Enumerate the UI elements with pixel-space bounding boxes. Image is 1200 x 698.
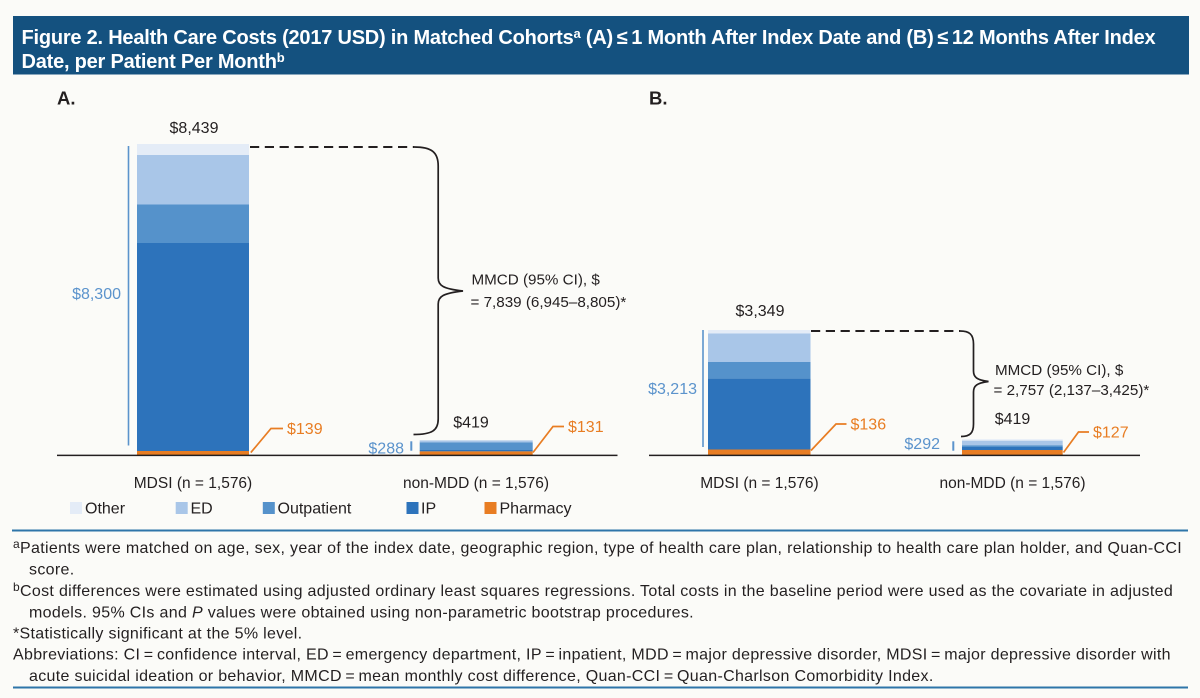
svg-text:Figure 2. Health Care Costs (2: Figure 2. Health Care Costs (2017 USD) i…	[22, 26, 1156, 49]
svg-text:non-MDD (n = 1,576): non-MDD (n = 1,576)	[939, 475, 1085, 492]
svg-text:$419: $419	[453, 415, 489, 432]
svg-text:$3,349: $3,349	[736, 303, 785, 320]
svg-text:$8,300: $8,300	[72, 286, 121, 303]
svg-text:bCost differences were estimat: bCost differences were estimated using a…	[13, 580, 1173, 600]
svg-text:$3,213: $3,213	[648, 381, 697, 398]
svg-text:$292: $292	[904, 436, 940, 453]
svg-text:Abbreviations: CI = confidence: Abbreviations: CI = confidence interval,…	[13, 647, 1171, 664]
svg-text:IP: IP	[421, 501, 436, 518]
svg-text:MMCD (95% CI), $: MMCD (95% CI), $	[995, 362, 1124, 379]
svg-text:$288: $288	[368, 441, 404, 458]
svg-text:non-MDD (n = 1,576): non-MDD (n = 1,576)	[403, 475, 549, 492]
svg-text:= 7,839 (6,945–8,805)*: = 7,839 (6,945–8,805)*	[471, 294, 627, 311]
svg-text:Outpatient: Outpatient	[278, 501, 352, 518]
svg-text:acute suicidal ideation or beh: acute suicidal ideation or behavior, MMC…	[29, 668, 934, 685]
svg-text:MDSI (n = 1,576): MDSI (n = 1,576)	[700, 475, 818, 492]
svg-text:ED: ED	[191, 501, 213, 518]
svg-text:MDSI (n = 1,576): MDSI (n = 1,576)	[134, 475, 252, 492]
svg-text:$8,439: $8,439	[170, 120, 219, 137]
svg-text:score.: score.	[29, 562, 75, 579]
svg-text:*Statistically significant at: *Statistically significant at the 5% lev…	[13, 626, 302, 643]
svg-text:$419: $419	[995, 411, 1031, 428]
svg-text:A.: A.	[57, 88, 76, 109]
svg-text:Other: Other	[85, 501, 126, 518]
svg-text:$127: $127	[1093, 424, 1129, 441]
svg-text:Pharmacy: Pharmacy	[500, 501, 572, 518]
svg-text:MMCD (95% CI), $: MMCD (95% CI), $	[472, 272, 601, 289]
svg-text:B.: B.	[649, 88, 668, 109]
svg-text:= 2,757 (2,137–3,425)*: = 2,757 (2,137–3,425)*	[994, 382, 1150, 399]
svg-text:$139: $139	[287, 421, 323, 438]
svg-text:$131: $131	[568, 419, 604, 436]
svg-text:$136: $136	[851, 416, 887, 433]
svg-text:Date, per Patient Per Monthb: Date, per Patient Per Monthb	[22, 50, 285, 73]
svg-text:models. 95% CIs and P values w: models. 95% CIs and P values were obtain…	[29, 605, 694, 622]
svg-text:aPatients were matched on age,: aPatients were matched on age, sex, year…	[13, 537, 1182, 557]
